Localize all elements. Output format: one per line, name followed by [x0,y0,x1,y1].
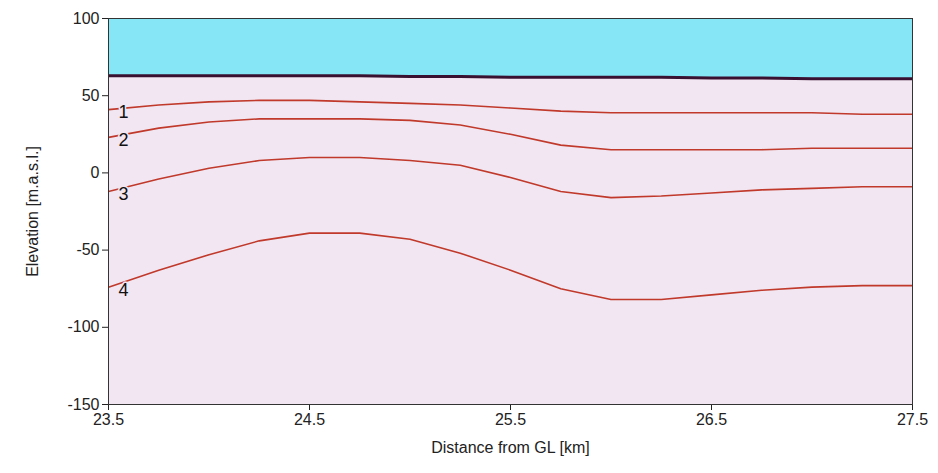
svg-text:Distance from GL [km]: Distance from GL [km] [431,439,590,456]
svg-text:26.5: 26.5 [696,411,727,428]
svg-text:24.5: 24.5 [294,411,325,428]
svg-text:25.5: 25.5 [495,411,526,428]
svg-text:0: 0 [91,164,100,181]
svg-text:100: 100 [73,10,100,27]
svg-text:1: 1 [119,102,129,122]
svg-text:50: 50 [82,87,100,104]
svg-text:2: 2 [119,130,129,150]
svg-text:-100: -100 [67,318,99,335]
svg-text:27.5: 27.5 [897,411,928,428]
svg-text:-50: -50 [76,241,99,258]
svg-text:23.5: 23.5 [93,411,124,428]
svg-text:4: 4 [119,280,129,300]
svg-text:3: 3 [119,184,129,204]
svg-text:-150: -150 [67,395,100,413]
svg-text:Elevation [m.a.s.l.]: Elevation [m.a.s.l.] [24,146,41,277]
